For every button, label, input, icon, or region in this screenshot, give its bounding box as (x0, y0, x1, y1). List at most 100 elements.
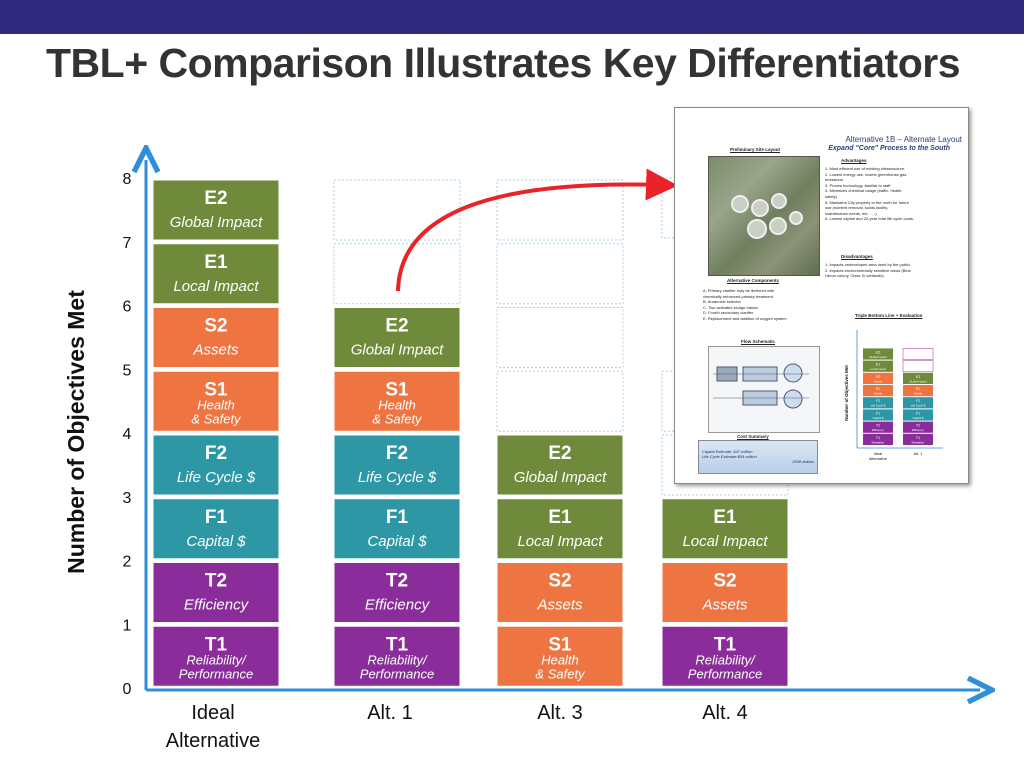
site-aerial-photo (708, 156, 820, 276)
mini-empty-slot (902, 360, 934, 373)
objective-desc: Capital $ (186, 533, 246, 550)
objective-desc: Reliability/ (695, 652, 756, 667)
objective-block (661, 498, 789, 560)
column-label: Alt. 1 (367, 702, 413, 724)
objective-code: T1 (205, 634, 228, 655)
mini-block-code: E1 (876, 363, 880, 367)
objective-block (496, 625, 624, 687)
objective-desc: Global Impact (351, 342, 444, 359)
objective-block (496, 434, 624, 496)
objective-desc: Reliability/ (367, 652, 428, 667)
objective-code: T2 (205, 571, 227, 592)
mini-block-desc: Life Cycle $ (871, 404, 886, 408)
flow-schematic-diagram (708, 346, 820, 433)
mini-block-desc: Health (874, 392, 883, 396)
objective-block (333, 498, 461, 560)
objective-block (152, 370, 280, 432)
mini-block (863, 421, 893, 433)
mini-block-desc: Capital $ (912, 416, 923, 420)
mini-block-desc: Health (914, 392, 923, 396)
mini-block-code: E2 (876, 350, 880, 354)
mini-block (863, 385, 893, 397)
mini-block (903, 397, 933, 409)
objective-desc: Performance (360, 666, 434, 681)
objective-block (661, 562, 789, 623)
mini-block-code: E2 (916, 375, 920, 379)
objective-block (496, 498, 624, 560)
objective-desc: Reliability/ (186, 652, 247, 667)
mini-block-desc: Life Cycle $ (911, 404, 926, 408)
empty-slot (496, 179, 624, 241)
objective-desc: & Safety (191, 411, 242, 426)
mini-block (903, 409, 933, 421)
disadvantage-item: Heron colony, Class IV wetlands). (825, 273, 885, 279)
mini-block (863, 360, 893, 372)
objective-desc: Global Impact (514, 469, 607, 486)
objective-desc: Assets (536, 597, 583, 614)
component-item: chemically enhanced primary treatment (703, 293, 773, 299)
objective-desc: Local Impact (517, 533, 603, 550)
mini-block-desc: Reliability/ (872, 440, 885, 444)
objective-desc: Performance (688, 666, 762, 681)
advantage-item: 1. Most efficient use of existing infras… (825, 166, 906, 171)
component-item: E. Replacement and addition of oxygen sy… (703, 315, 787, 321)
y-tick-label: 8 (123, 171, 132, 188)
empty-slot (333, 179, 461, 241)
slide-title: TBL+ Comparison Illustrates Key Differen… (46, 40, 961, 86)
objective-block (152, 307, 280, 368)
component-item: D. Fourth secondary clarifier (703, 310, 754, 316)
objective-desc: Health (541, 652, 579, 667)
mini-block (863, 433, 893, 445)
thumbnail-title: Alternative 1B – Alternate Layout (845, 135, 962, 144)
objective-code: E1 (548, 507, 572, 528)
mini-empty-slot (902, 348, 934, 360)
y-tick-label: 6 (123, 299, 132, 316)
column-label: Alt. 3 (537, 702, 583, 724)
empty-slot (333, 243, 461, 305)
objective-desc: Capital $ (367, 533, 427, 550)
disadvantages-label: Disadvantages (841, 254, 873, 259)
advantage-item: 4. Minimizes chemical usage (traffic, he… (825, 188, 903, 194)
mini-x-label: Ideal (874, 452, 882, 456)
disadvantage-item: 1. Impacts undeveloped area used by the … (825, 262, 912, 267)
thumbnail-subtitle: Expand "Core" Process to the South (828, 145, 950, 152)
mini-block (903, 421, 933, 433)
objective-code: T1 (386, 634, 409, 655)
objective-block (333, 370, 461, 432)
header-bar (0, 0, 1024, 34)
objective-desc: & Safety (372, 411, 423, 426)
flow-schematic-label: Flow Schematic (741, 339, 776, 344)
advantage-item: maintenance needs, etc. . . .). (825, 210, 878, 216)
capital-estimate: Capital Estimate: $47 million (702, 449, 753, 454)
mini-block-code: S1 (916, 387, 920, 391)
y-tick-label: 1 (123, 617, 132, 634)
mini-x-label: Alternative (869, 457, 887, 461)
objective-block (661, 625, 789, 687)
objective-code: T1 (714, 634, 737, 655)
column-label: Alt. 4 (702, 702, 748, 724)
mini-block-code: T2 (876, 424, 880, 428)
disadvantage-item: 2. Impacts environmentally sensitive are… (825, 267, 911, 273)
objective-code: E2 (204, 188, 227, 209)
column-label: Ideal (191, 702, 234, 724)
objective-block (152, 562, 280, 623)
mini-block (863, 348, 893, 360)
mini-block-code: F2 (916, 399, 920, 403)
objective-code: E1 (204, 252, 228, 273)
objective-desc: Life Cycle $ (177, 469, 256, 486)
mini-block-code: F2 (876, 399, 880, 403)
empty-slot (496, 370, 624, 432)
cost-summary-label: Cost Summary (737, 434, 769, 439)
objective-desc: Efficiency (365, 597, 431, 614)
objective-block (152, 625, 280, 687)
objective-code: F1 (386, 507, 409, 528)
objective-block (333, 562, 461, 623)
advantage-item: 3. Proven technology, familiar to staff (825, 182, 891, 188)
objective-block (496, 562, 624, 623)
mini-block-code: S1 (876, 387, 880, 391)
objective-desc: Assets (192, 342, 239, 359)
mini-block-desc: Efficiency (872, 428, 885, 432)
component-item: A. Primary clarifier may be deferred wit… (703, 288, 775, 293)
mini-block (903, 372, 933, 384)
